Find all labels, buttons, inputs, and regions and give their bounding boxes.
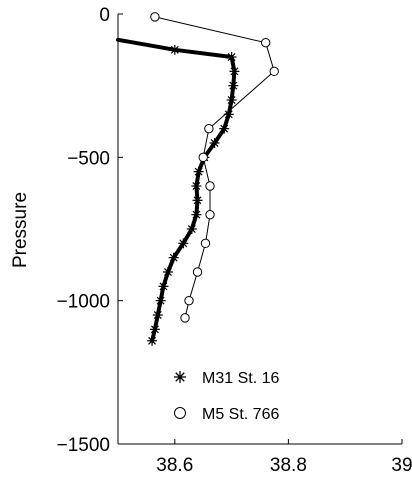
data-point-circle: [192, 267, 203, 277]
legend-circle: [174, 407, 186, 419]
data-point-circle: [180, 313, 190, 323]
asterisk-stroke: [227, 96, 236, 104]
legend-asterisk: [174, 371, 186, 383]
asterisk-stroke: [187, 225, 196, 233]
asterisk-stroke: [150, 325, 159, 334]
asterisk-stroke: [210, 139, 219, 147]
asterisk-stroke: [179, 239, 188, 248]
data-point-asterisk: [158, 281, 169, 292]
axes-layer: 38.6 38.8 39 0 −500 −1000 −1500: [57, 5, 412, 476]
data-point-circle: [204, 123, 214, 134]
asterisk-stroke: [193, 196, 202, 205]
data-point-asterisk: [168, 252, 179, 263]
data-point-asterisk: [147, 335, 158, 346]
x-tick-label: 38.6: [156, 455, 193, 476]
data-point-asterisk: [228, 80, 239, 91]
data-point-circle: [198, 152, 208, 163]
series-layer: [116, 12, 279, 346]
asterisk-stroke: [169, 253, 178, 262]
y-tick-label: −1000: [57, 292, 110, 313]
x-tick-label: 39: [391, 455, 412, 476]
data-point-asterisk: [226, 52, 237, 62]
data-point-asterisk: [178, 238, 189, 249]
legend: M31 St. 16 M5 St. 766: [174, 370, 279, 423]
data-point-asterisk: [155, 295, 166, 306]
asterisk-stroke: [153, 311, 162, 319]
y-tick-label: 0: [99, 5, 110, 26]
legend-marker-asterisk: [174, 371, 186, 383]
data-point-circle: [260, 37, 271, 48]
data-point-circle: [150, 12, 160, 22]
data-point-circle: [205, 181, 215, 191]
asterisk-stroke: [148, 336, 157, 345]
y-axis-title: Pressure: [10, 192, 31, 268]
data-point-circle: [184, 295, 194, 306]
asterisk-stroke: [224, 110, 233, 119]
data-point-circle: [269, 66, 279, 77]
asterisk-stroke: [192, 210, 201, 219]
asterisk-stroke: [170, 45, 179, 54]
data-point-asterisk: [169, 44, 180, 55]
legend-entry-m31: M31 St. 16: [174, 370, 279, 387]
legend-marker-circle: [174, 407, 186, 419]
x-tick-label: 38.8: [270, 455, 307, 476]
data-point-asterisk: [186, 224, 197, 234]
asterisk-stroke: [164, 268, 172, 276]
data-point-asterisk: [191, 209, 202, 220]
data-point-asterisk: [226, 95, 237, 105]
asterisk-stroke: [194, 167, 203, 176]
legend-entry-m5: M5 St. 766: [174, 406, 279, 423]
legend-label-m31: M31 St. 16: [202, 370, 279, 387]
asterisk-stroke: [227, 53, 236, 61]
asterisk-stroke: [156, 296, 165, 305]
data-point-asterisk: [191, 181, 202, 191]
asterisk-stroke: [159, 282, 168, 291]
plot-area: [118, 14, 402, 444]
data-point-asterisk: [152, 310, 163, 320]
asterisk-stroke: [230, 67, 239, 76]
asterisk-stroke: [220, 124, 229, 133]
y-tick-label: −1500: [57, 435, 110, 456]
data-point-asterisk: [149, 324, 160, 335]
data-point-asterisk: [209, 138, 220, 148]
asterisk-stroke: [175, 372, 185, 382]
asterisk-stroke: [192, 182, 201, 190]
legend-label-m5: M5 St. 766: [202, 406, 279, 423]
data-point-asterisk: [229, 66, 240, 77]
data-point-asterisk: [162, 267, 173, 277]
data-point-asterisk: [192, 195, 203, 206]
data-point-circle: [205, 209, 215, 220]
asterisk-stroke: [229, 81, 238, 90]
data-point-circle: [200, 238, 211, 249]
y-tick-label: −500: [67, 148, 110, 169]
series-m5-st766: [150, 12, 279, 323]
data-point-asterisk: [193, 166, 204, 177]
data-point-asterisk: [219, 123, 230, 134]
